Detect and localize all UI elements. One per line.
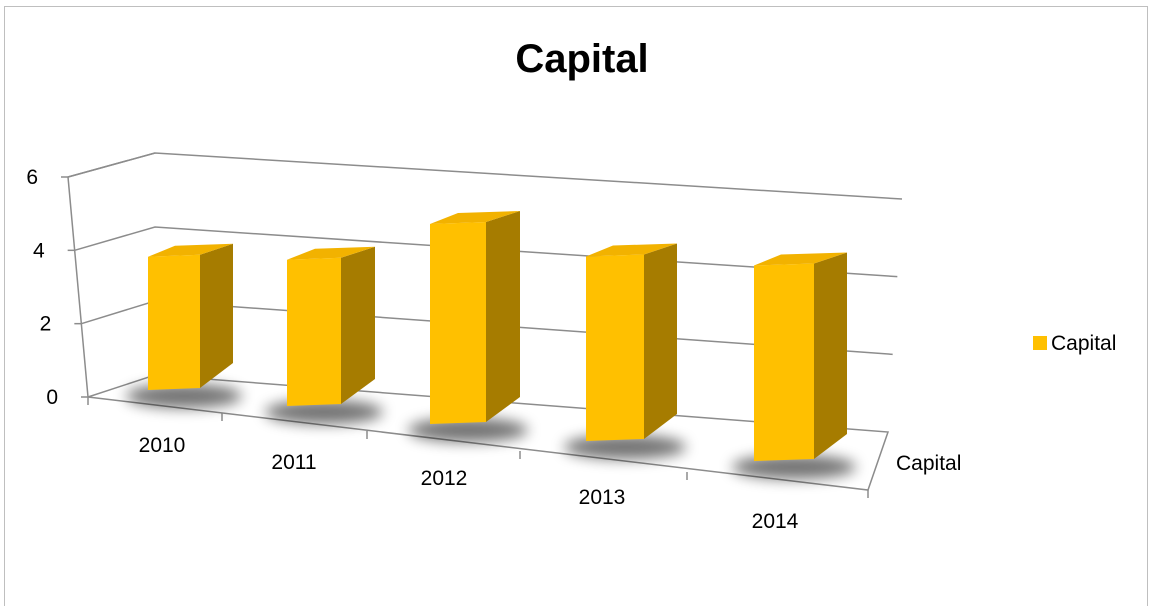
- bar-front-face: [287, 257, 341, 406]
- bar-side-face: [486, 211, 520, 422]
- x-tick-label: 2010: [139, 434, 186, 457]
- capital-3d-bar-chart: Capital 0 2 4 6 2010 2011 2012 2013 2014 Capita…: [26, 37, 1116, 533]
- bar-2011: [287, 246, 375, 406]
- bar-front-face: [148, 254, 200, 390]
- bar-front-face: [754, 263, 814, 461]
- bar-side-face: [341, 246, 375, 404]
- bar-shadow: [408, 418, 528, 442]
- bar-top-face: [287, 246, 375, 260]
- legend: Capital: [1033, 332, 1116, 355]
- y-tick-label: 0: [46, 386, 58, 409]
- bar-side-face: [644, 243, 677, 439]
- bar-top-face: [148, 243, 233, 257]
- bar-top-face: [586, 243, 677, 257]
- bar-2012: [430, 211, 520, 424]
- y-tick-label: 2: [40, 313, 52, 336]
- y-axis-line: [67, 176, 89, 398]
- x-tick-label: 2011: [271, 451, 316, 474]
- bar-shadow: [126, 384, 242, 408]
- legend-label: Capital: [1051, 332, 1116, 355]
- chart-title: Capital: [515, 37, 648, 81]
- y-axis-ticks: 0 2 4 6: [26, 166, 88, 409]
- bar-shadow: [265, 400, 383, 424]
- chart-floor: [87, 374, 890, 498]
- bar-front-face: [586, 254, 644, 441]
- chart-walls: [67, 152, 156, 398]
- x-tick-label: 2013: [579, 486, 626, 509]
- bar-shadow: [564, 435, 686, 459]
- y-tick-label: 6: [26, 166, 38, 189]
- bar-2010: [148, 243, 233, 390]
- floor-outline: [87, 374, 890, 491]
- bar-front-face: [430, 222, 486, 424]
- bars: [148, 211, 847, 461]
- x-tick-label: 2014: [752, 510, 799, 533]
- bar-top-face: [754, 252, 847, 266]
- bar-2013: [586, 243, 677, 441]
- bar-shadows: [126, 384, 856, 479]
- gridline: [67, 152, 903, 200]
- x-tick-label: 2012: [421, 467, 468, 490]
- depth-axis-label: Capital: [896, 452, 961, 475]
- bar-2014: [754, 252, 847, 461]
- bar-side-face: [814, 252, 847, 459]
- x-axis-labels: 2010 2011 2012 2013 2014: [139, 434, 799, 533]
- bar-top-face: [430, 211, 520, 224]
- chart-frame: [4, 6, 1148, 606]
- y-tick-label: 4: [33, 239, 45, 262]
- bar-shadow: [732, 455, 856, 479]
- bar-side-face: [200, 243, 233, 388]
- legend-swatch: [1033, 336, 1047, 350]
